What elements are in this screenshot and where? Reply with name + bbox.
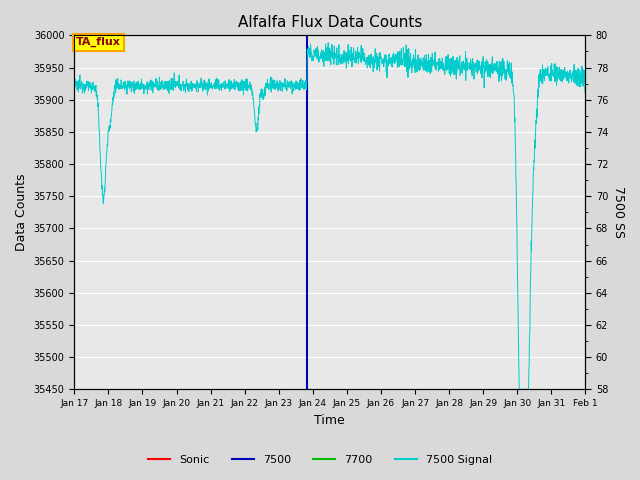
Text: TA_flux: TA_flux (76, 37, 121, 47)
Y-axis label: Data Counts: Data Counts (15, 174, 28, 251)
Y-axis label: 7500 SS: 7500 SS (612, 186, 625, 239)
X-axis label: Time: Time (314, 414, 345, 427)
Title: Alfalfa Flux Data Counts: Alfalfa Flux Data Counts (237, 15, 422, 30)
Legend: Sonic, 7500, 7700, 7500 Signal: Sonic, 7500, 7700, 7500 Signal (143, 451, 497, 469)
